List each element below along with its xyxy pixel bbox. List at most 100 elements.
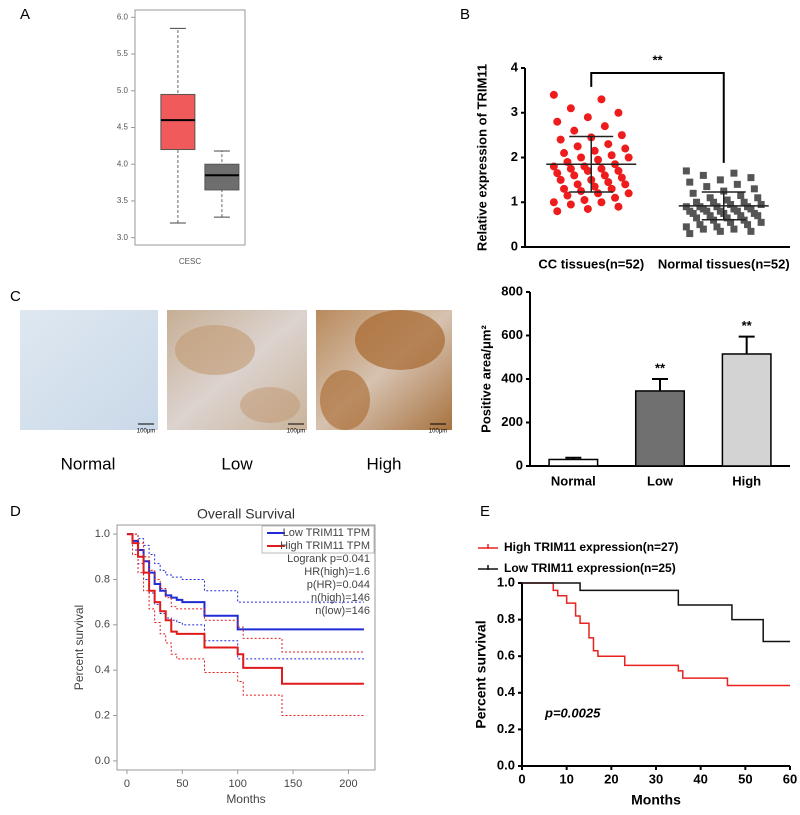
y-tick-label: 0 — [511, 238, 518, 253]
y-tick-label: 1 — [511, 194, 518, 209]
point — [693, 214, 701, 222]
point — [744, 221, 752, 229]
point — [590, 146, 599, 155]
point — [699, 225, 707, 233]
legend-label: High TRIM11 TPM — [280, 540, 370, 552]
box — [204, 163, 240, 191]
point — [604, 178, 613, 187]
point — [716, 176, 724, 184]
image-normal — [20, 310, 158, 430]
y-tick-label: 0.8 — [95, 573, 110, 585]
y-tick-label: 0.2 — [95, 709, 110, 721]
y-tick-label: 1.0 — [497, 574, 515, 589]
scale-label: 100μm — [137, 429, 155, 435]
confidence-bound — [126, 533, 364, 660]
legend-stat: n(high)=146 — [311, 592, 370, 604]
x-axis-label: Months — [631, 792, 681, 808]
point — [594, 155, 603, 164]
point — [577, 153, 586, 162]
point — [583, 166, 592, 175]
y-tick-label: 0.8 — [497, 611, 515, 626]
point — [723, 196, 731, 204]
point — [730, 169, 738, 177]
point — [583, 113, 592, 122]
x-axis-label: Months — [226, 792, 265, 806]
point — [617, 131, 626, 140]
plot-frame — [116, 524, 376, 771]
point — [750, 185, 758, 193]
point — [590, 182, 599, 191]
x-tick-label: Low — [647, 473, 674, 488]
point — [737, 192, 745, 200]
point — [723, 214, 731, 222]
y-tick-label: 5.0 — [117, 86, 129, 95]
y-tick-label: 0.0 — [95, 755, 110, 767]
point — [703, 207, 711, 215]
legend-label: High TRIM11 expression(n=27) — [504, 540, 678, 554]
bar — [548, 458, 599, 467]
point — [583, 204, 592, 213]
point — [706, 194, 714, 202]
survival-curve — [522, 582, 790, 643]
y-tick-label: 2 — [511, 149, 518, 164]
image-label: Low — [221, 454, 253, 473]
y-tick-label: 3.0 — [117, 233, 129, 242]
panel-label: D — [10, 503, 21, 520]
point — [703, 183, 711, 191]
point — [553, 207, 562, 216]
x-axis-label: CESC — [179, 257, 201, 266]
legend-stat: Logrank p=0.041 — [287, 553, 370, 565]
point — [566, 200, 575, 209]
point — [556, 175, 565, 184]
point — [597, 198, 606, 207]
stain — [240, 387, 300, 423]
image-label: Normal — [61, 454, 116, 473]
x-tick-label: CC tissues(n=52) — [538, 256, 644, 271]
point — [597, 164, 606, 173]
annotation: p=0.0025 — [544, 705, 601, 720]
y-tick-label: 400 — [501, 370, 523, 385]
chart-title: Overall Survival — [197, 506, 295, 522]
point — [560, 184, 569, 193]
point — [549, 90, 558, 99]
point — [757, 200, 765, 208]
point — [727, 218, 735, 226]
point — [747, 174, 755, 182]
y-tick-label: 5.5 — [117, 49, 129, 58]
y-tick-label: 1.0 — [95, 528, 110, 540]
point — [560, 149, 569, 158]
point — [682, 167, 690, 175]
point — [747, 205, 755, 213]
scale-label: 100μm — [287, 429, 305, 435]
significance: ** — [655, 360, 666, 375]
x-tick-label: 40 — [693, 771, 707, 786]
point — [682, 203, 690, 211]
point — [716, 227, 724, 235]
y-tick-label: 800 — [501, 283, 523, 298]
point — [621, 180, 630, 189]
point — [733, 180, 741, 188]
y-tick-label: 4.0 — [117, 159, 129, 168]
legend-stat: n(low)=146 — [315, 605, 370, 617]
x-tick-label: 50 — [176, 778, 188, 790]
point — [754, 194, 762, 202]
x-tick-label: 200 — [339, 778, 357, 790]
y-tick-label: 0.6 — [95, 619, 110, 631]
point — [553, 169, 562, 178]
point — [621, 144, 630, 153]
point — [720, 187, 728, 195]
point — [696, 221, 704, 229]
point — [699, 171, 707, 179]
stain — [175, 325, 255, 375]
y-tick-label: 4 — [511, 59, 519, 74]
point — [607, 184, 616, 193]
point — [733, 207, 741, 215]
point — [597, 95, 606, 104]
x-tick-label: 100 — [229, 778, 247, 790]
y-axis-label: Positive area/μm² — [478, 324, 493, 432]
point — [614, 166, 623, 175]
y-tick-label: 0.4 — [497, 684, 516, 699]
box — [160, 93, 196, 151]
point — [730, 225, 738, 233]
